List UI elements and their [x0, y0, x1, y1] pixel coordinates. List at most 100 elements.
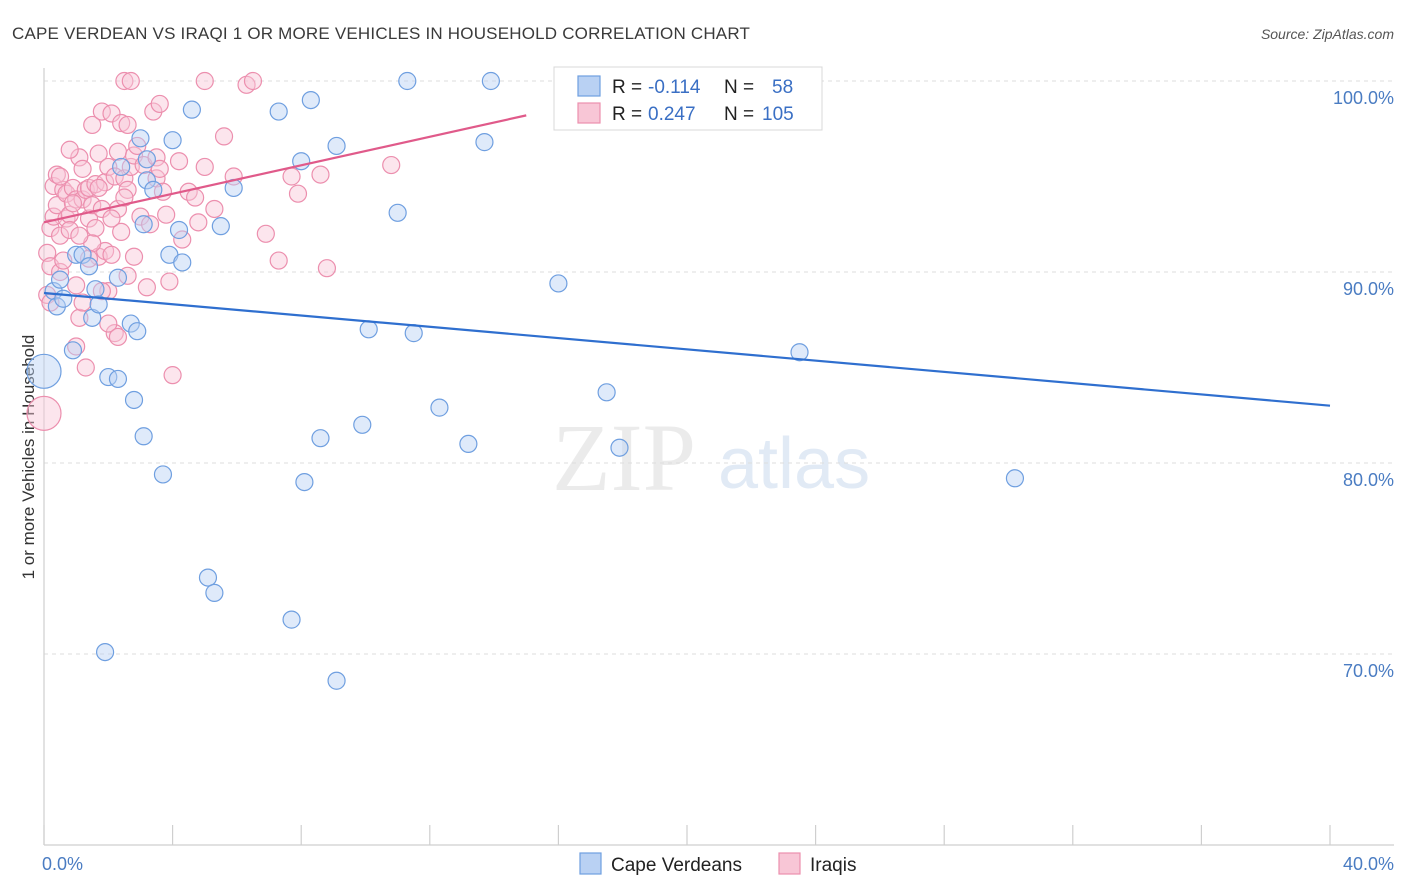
trend-lines — [43, 114, 1331, 407]
iraqis-point-20 — [70, 308, 89, 327]
cape-verdeans-point-13 — [108, 369, 128, 389]
iraqis-point-95 — [137, 278, 156, 297]
iraqis-point-103 — [102, 209, 121, 228]
iraqis-point-22 — [73, 190, 92, 209]
legend-top: R = -0.114 N = 58 R = 0.247 N = 105 — [553, 66, 823, 131]
iraqis-point-74 — [214, 127, 234, 146]
iraqis-point-104 — [89, 178, 108, 198]
cape-verdeans-point-43 — [353, 415, 372, 434]
legend-r-value-cape-verdeans: -0.114 — [648, 77, 701, 98]
cape-verdeans-point-1 — [44, 282, 63, 301]
legend-r-label-1: R = — [612, 77, 642, 98]
iraqis-point-88 — [73, 293, 92, 312]
iraqis-point-99 — [115, 188, 134, 207]
cape-verdeans-point-51 — [481, 71, 500, 91]
iraqis-point-65 — [163, 366, 182, 385]
legend-swatch-cape-verdeans — [577, 75, 601, 97]
iraqis-point-31 — [89, 144, 108, 163]
cape-verdeans-point-6 — [67, 245, 86, 264]
iraqis-point-91 — [99, 314, 118, 333]
iraqis-point-79 — [269, 251, 288, 270]
cape-verdeans-point-36 — [282, 610, 301, 629]
cape-verdeans-point-56 — [1005, 469, 1025, 488]
iraqis-point-24 — [76, 358, 95, 377]
iraqis-point-71 — [195, 157, 214, 177]
iraqis-point-69 — [186, 188, 205, 207]
cape-verdeans-point-54 — [610, 438, 629, 457]
cape-verdeans-point-25 — [153, 465, 173, 484]
cape-verdeans-point-2 — [47, 297, 66, 316]
iraqis-point-58 — [144, 102, 163, 121]
iraqis-point-9 — [50, 226, 70, 245]
legend-r-value-iraqis: 0.247 — [648, 104, 696, 125]
cape-verdeans-point-33 — [211, 217, 230, 236]
cape-verdeans-point-28 — [169, 220, 189, 240]
cape-verdeans-point-4 — [54, 289, 73, 308]
iraqis-point-100 — [150, 159, 169, 178]
iraqis-point-72 — [195, 71, 214, 91]
y-tick-label-0: 100.0% — [1333, 88, 1394, 108]
legend-n-value-iraqis: 105 — [762, 104, 794, 125]
iraqis-point-84 — [382, 155, 401, 175]
iraqis-point-30 — [86, 218, 105, 238]
iraqis-point-67 — [173, 230, 192, 249]
chart-source: Source: ZipAtlas.com — [1261, 26, 1394, 42]
cape-verdeans-point-16 — [121, 314, 140, 333]
legend-bottom-swatch-iraqis — [778, 852, 801, 875]
iraqis-point-80 — [282, 167, 301, 186]
cape-verdeans-point-29 — [173, 253, 192, 272]
cape-verdeans-point-49 — [459, 434, 478, 453]
cape-verdeans-point-5 — [63, 341, 83, 360]
cape-verdeans-point-8 — [79, 257, 99, 276]
legend-n-label-2: N = — [724, 104, 754, 125]
iraqis-point-15 — [60, 220, 79, 240]
legend-bottom-swatch-cape-verdeans — [579, 852, 602, 875]
iraqis-point-18 — [67, 276, 86, 295]
iraqis-point-7 — [47, 165, 66, 184]
iraqis-point-40 — [102, 104, 121, 123]
iraqis-point-27 — [83, 115, 102, 135]
iraqis-point-102 — [60, 140, 79, 159]
x-tick-label-min: 0.0% — [42, 854, 83, 874]
iraqis-point-77 — [243, 71, 263, 91]
cape-verdeans-point-20 — [131, 129, 150, 148]
iraqis-point-87 — [63, 194, 83, 213]
iraqis-point-64 — [160, 272, 179, 291]
legend-r-label-2: R = — [612, 104, 642, 125]
iraqis-point-82 — [311, 165, 330, 184]
gridlines — [44, 80, 1394, 655]
cape-verdeans-point-35 — [269, 102, 288, 121]
cape-verdeans-point-19 — [134, 427, 153, 446]
legend-bottom-label-iraqis: Iraqis — [810, 855, 856, 876]
cape-verdeans-trend-line — [43, 291, 1331, 407]
cape-verdeans-point-40 — [311, 429, 330, 448]
legend-swatch-iraqis — [577, 102, 601, 124]
cape-verdeans-point-0 — [26, 353, 62, 389]
iraqis-point-45 — [112, 113, 131, 133]
iraqis-point-73 — [205, 199, 224, 219]
iraqis-point-28 — [83, 196, 102, 215]
legend-n-value-cape-verdeans: 58 — [772, 77, 793, 98]
iraqis-point-2 — [38, 243, 57, 262]
iraqis-point-37 — [99, 157, 118, 177]
y-tick-label-2: 80.0% — [1343, 470, 1394, 490]
iraqis-point-10 — [50, 262, 70, 282]
cape-verdeans-point-23 — [137, 171, 156, 190]
y-axis-label: 1 or more Vehicles in Household — [19, 335, 38, 580]
iraqis-point-48 — [115, 169, 134, 188]
iraqis-point-0 — [26, 395, 62, 431]
cape-verdeans-point-55 — [790, 343, 809, 362]
iraqis-point-57 — [140, 215, 160, 234]
iraqis-point-47 — [115, 71, 134, 91]
cape-verdeans-point-15 — [112, 157, 131, 177]
iraqis-point-97 — [70, 226, 89, 245]
cape-verdeans-point-21 — [134, 215, 153, 234]
iraqis-point-90 — [92, 282, 111, 301]
legend-bottom: Cape Verdeans Iraqis — [579, 852, 856, 876]
iraqis-point-52 — [121, 71, 140, 91]
iraqis-trend-line — [43, 114, 527, 224]
iraqis-point-70 — [189, 213, 208, 232]
iraqis-point-39 — [102, 245, 121, 264]
series-cape-verdeans-points — [26, 71, 1025, 690]
